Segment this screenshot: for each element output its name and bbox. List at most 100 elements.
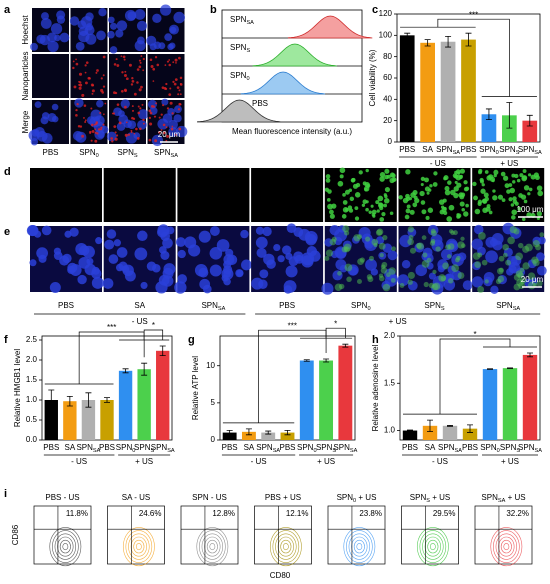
error-bar xyxy=(303,359,310,362)
cell xyxy=(443,211,448,215)
cell xyxy=(107,16,115,24)
cell xyxy=(522,245,530,253)
cell xyxy=(69,227,79,237)
cell xyxy=(134,247,148,261)
cell xyxy=(102,278,114,289)
contour xyxy=(201,533,224,560)
cell xyxy=(379,206,384,211)
plot-frame xyxy=(219,335,356,441)
cell xyxy=(51,115,59,123)
cell xyxy=(77,125,81,128)
bar xyxy=(522,120,538,142)
y-tick-label: 100 xyxy=(379,30,393,39)
y-axis-label: CD86 xyxy=(11,524,20,545)
contour xyxy=(199,530,226,563)
cell xyxy=(288,256,299,267)
bar xyxy=(440,41,456,142)
cell xyxy=(508,197,513,202)
cell xyxy=(448,204,455,211)
cell xyxy=(325,174,331,179)
x-tick-label: SPN0 xyxy=(479,145,499,156)
contour xyxy=(353,539,365,554)
cell xyxy=(283,285,293,294)
cell xyxy=(133,92,137,96)
cell xyxy=(258,279,268,289)
cell xyxy=(47,32,57,43)
cell xyxy=(356,279,362,285)
cell xyxy=(96,30,106,41)
cell xyxy=(432,182,438,187)
cell xyxy=(339,167,346,174)
panel-label: c xyxy=(372,4,378,16)
cell xyxy=(123,119,132,129)
cell xyxy=(359,257,366,263)
cell xyxy=(104,239,115,250)
cell xyxy=(134,9,146,20)
error-bar xyxy=(122,368,129,374)
cell xyxy=(446,254,452,259)
contour xyxy=(351,536,368,557)
cell xyxy=(130,131,133,134)
cell xyxy=(179,103,182,106)
cell xyxy=(412,202,418,208)
cell xyxy=(151,134,164,147)
cell xyxy=(139,61,142,64)
cell xyxy=(175,133,177,136)
cell xyxy=(509,226,517,234)
x-tick-label: SPN0 xyxy=(297,443,317,454)
cell xyxy=(209,247,223,260)
cell xyxy=(116,247,128,258)
cell xyxy=(166,107,170,110)
y-tick-label: 2.0 xyxy=(26,355,38,364)
x-tick-label: SA xyxy=(65,443,76,452)
cell xyxy=(40,116,49,125)
cell xyxy=(138,88,142,92)
cell xyxy=(166,226,175,235)
cell xyxy=(75,108,78,112)
cell xyxy=(325,249,333,257)
cell xyxy=(94,128,97,131)
cell xyxy=(168,63,171,67)
bracket xyxy=(439,338,511,415)
cell xyxy=(378,242,386,250)
cell xyxy=(121,71,124,74)
cell xyxy=(125,132,138,144)
cell xyxy=(337,180,344,187)
cell xyxy=(446,216,453,222)
contour xyxy=(416,527,449,567)
group-label: + US xyxy=(317,457,335,466)
cell xyxy=(106,229,117,239)
error-bar xyxy=(284,429,291,436)
cell xyxy=(122,55,126,59)
cell xyxy=(527,272,536,280)
cell xyxy=(517,206,522,211)
cell xyxy=(471,276,484,288)
bar xyxy=(399,35,415,143)
percentage: 32.2% xyxy=(506,509,529,518)
contour xyxy=(503,543,510,551)
cell xyxy=(440,205,445,209)
cell xyxy=(286,223,297,234)
error-bar xyxy=(48,389,55,411)
cell xyxy=(392,177,397,182)
cell xyxy=(342,207,349,213)
cell xyxy=(337,271,342,276)
cell xyxy=(136,137,140,140)
bar xyxy=(63,401,77,440)
cell xyxy=(27,225,39,237)
cell xyxy=(111,140,114,143)
cell xyxy=(457,171,461,175)
error-bar xyxy=(526,114,533,127)
cell xyxy=(59,32,70,43)
x-tick-label: SPNS xyxy=(316,443,336,454)
cell xyxy=(30,138,39,146)
y-tick-label: 120 xyxy=(379,9,393,18)
cell xyxy=(354,216,360,221)
cell xyxy=(353,234,361,242)
cell xyxy=(95,121,99,124)
cell xyxy=(384,186,391,193)
cell xyxy=(152,13,162,24)
cell xyxy=(507,236,515,245)
column-label: PBS xyxy=(279,301,295,310)
error-bar xyxy=(427,419,433,432)
